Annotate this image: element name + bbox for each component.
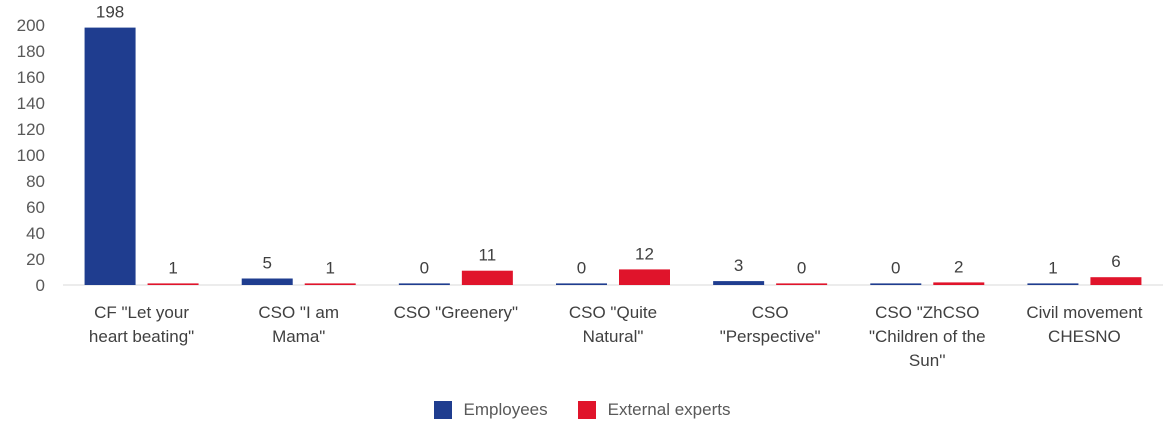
bar-employees	[398, 283, 450, 285]
data-label: 12	[635, 244, 654, 263]
legend-item-employees: Employees	[433, 400, 548, 420]
y-tick-label: 120	[17, 120, 45, 139]
bar-external-experts	[933, 282, 985, 285]
data-label: 5	[262, 254, 271, 273]
data-label: 6	[1111, 252, 1120, 271]
data-label: 1	[168, 258, 177, 277]
data-label: 1	[325, 258, 334, 277]
x-category-label: CSO "Greenery"	[394, 303, 519, 322]
data-label: 1	[1048, 258, 1057, 277]
y-tick-label: 140	[17, 94, 45, 113]
y-tick-label: 100	[17, 146, 45, 165]
x-category-label: CF "Let your heart beating"	[89, 303, 194, 346]
y-axis: 0 20 40 60 80 100 120 140 160 180 200	[17, 16, 45, 295]
data-label: 0	[420, 258, 429, 277]
y-tick-label: 200	[17, 16, 45, 35]
data-labels: 198 1 5 1 0 11 0 12 3 0 0 2 1 6	[96, 3, 1121, 278]
bars	[84, 27, 1142, 285]
bar-employees	[556, 283, 607, 285]
legend-label-external-experts: External experts	[607, 400, 731, 419]
x-category-label: CSO "I am Mama"	[258, 303, 339, 346]
y-tick-label: 80	[26, 172, 45, 191]
bar-external-experts	[619, 269, 670, 285]
legend-item-external-experts: External experts	[577, 400, 731, 420]
y-tick-label: 20	[26, 250, 45, 269]
data-label: 11	[479, 246, 497, 265]
bar-employees	[241, 278, 293, 285]
legend-swatch-external-experts	[577, 401, 596, 419]
bar-employees	[870, 283, 922, 285]
y-tick-label: 160	[17, 68, 45, 87]
legend-label-employees: Employees	[463, 400, 548, 419]
x-category-label: CSO "Perspective"	[720, 303, 821, 346]
bar-employees	[1027, 283, 1079, 285]
y-tick-label: 0	[36, 276, 45, 295]
bar-external-experts	[147, 283, 199, 285]
x-category-label: Civil movement CHESNO	[1026, 303, 1142, 346]
data-label: 2	[954, 257, 963, 276]
data-label: 0	[891, 258, 900, 277]
y-tick-label: 40	[26, 224, 45, 243]
bar-external-experts	[461, 270, 513, 285]
bar-external-experts	[776, 283, 828, 285]
data-label: 3	[734, 256, 743, 275]
data-label: 198	[96, 3, 124, 22]
bar-external-experts	[1090, 277, 1142, 285]
data-label: 0	[577, 258, 586, 277]
bar-external-experts	[304, 283, 356, 285]
bar-employees	[713, 281, 765, 285]
legend: Employees External experts	[0, 400, 1164, 420]
legend-swatch-employees	[433, 401, 452, 419]
x-category-label: CSO "ZhCSO "Children of the Sun''	[869, 303, 986, 370]
x-category-label: CSO "Quite Natural"	[569, 303, 657, 346]
x-axis-categories: CF "Let your heart beating" CSO "I am Mama"…	[89, 303, 1143, 370]
y-tick-label: 180	[17, 42, 45, 61]
data-label: 0	[797, 258, 806, 277]
bar-employees	[84, 27, 136, 285]
y-tick-label: 60	[26, 198, 45, 217]
